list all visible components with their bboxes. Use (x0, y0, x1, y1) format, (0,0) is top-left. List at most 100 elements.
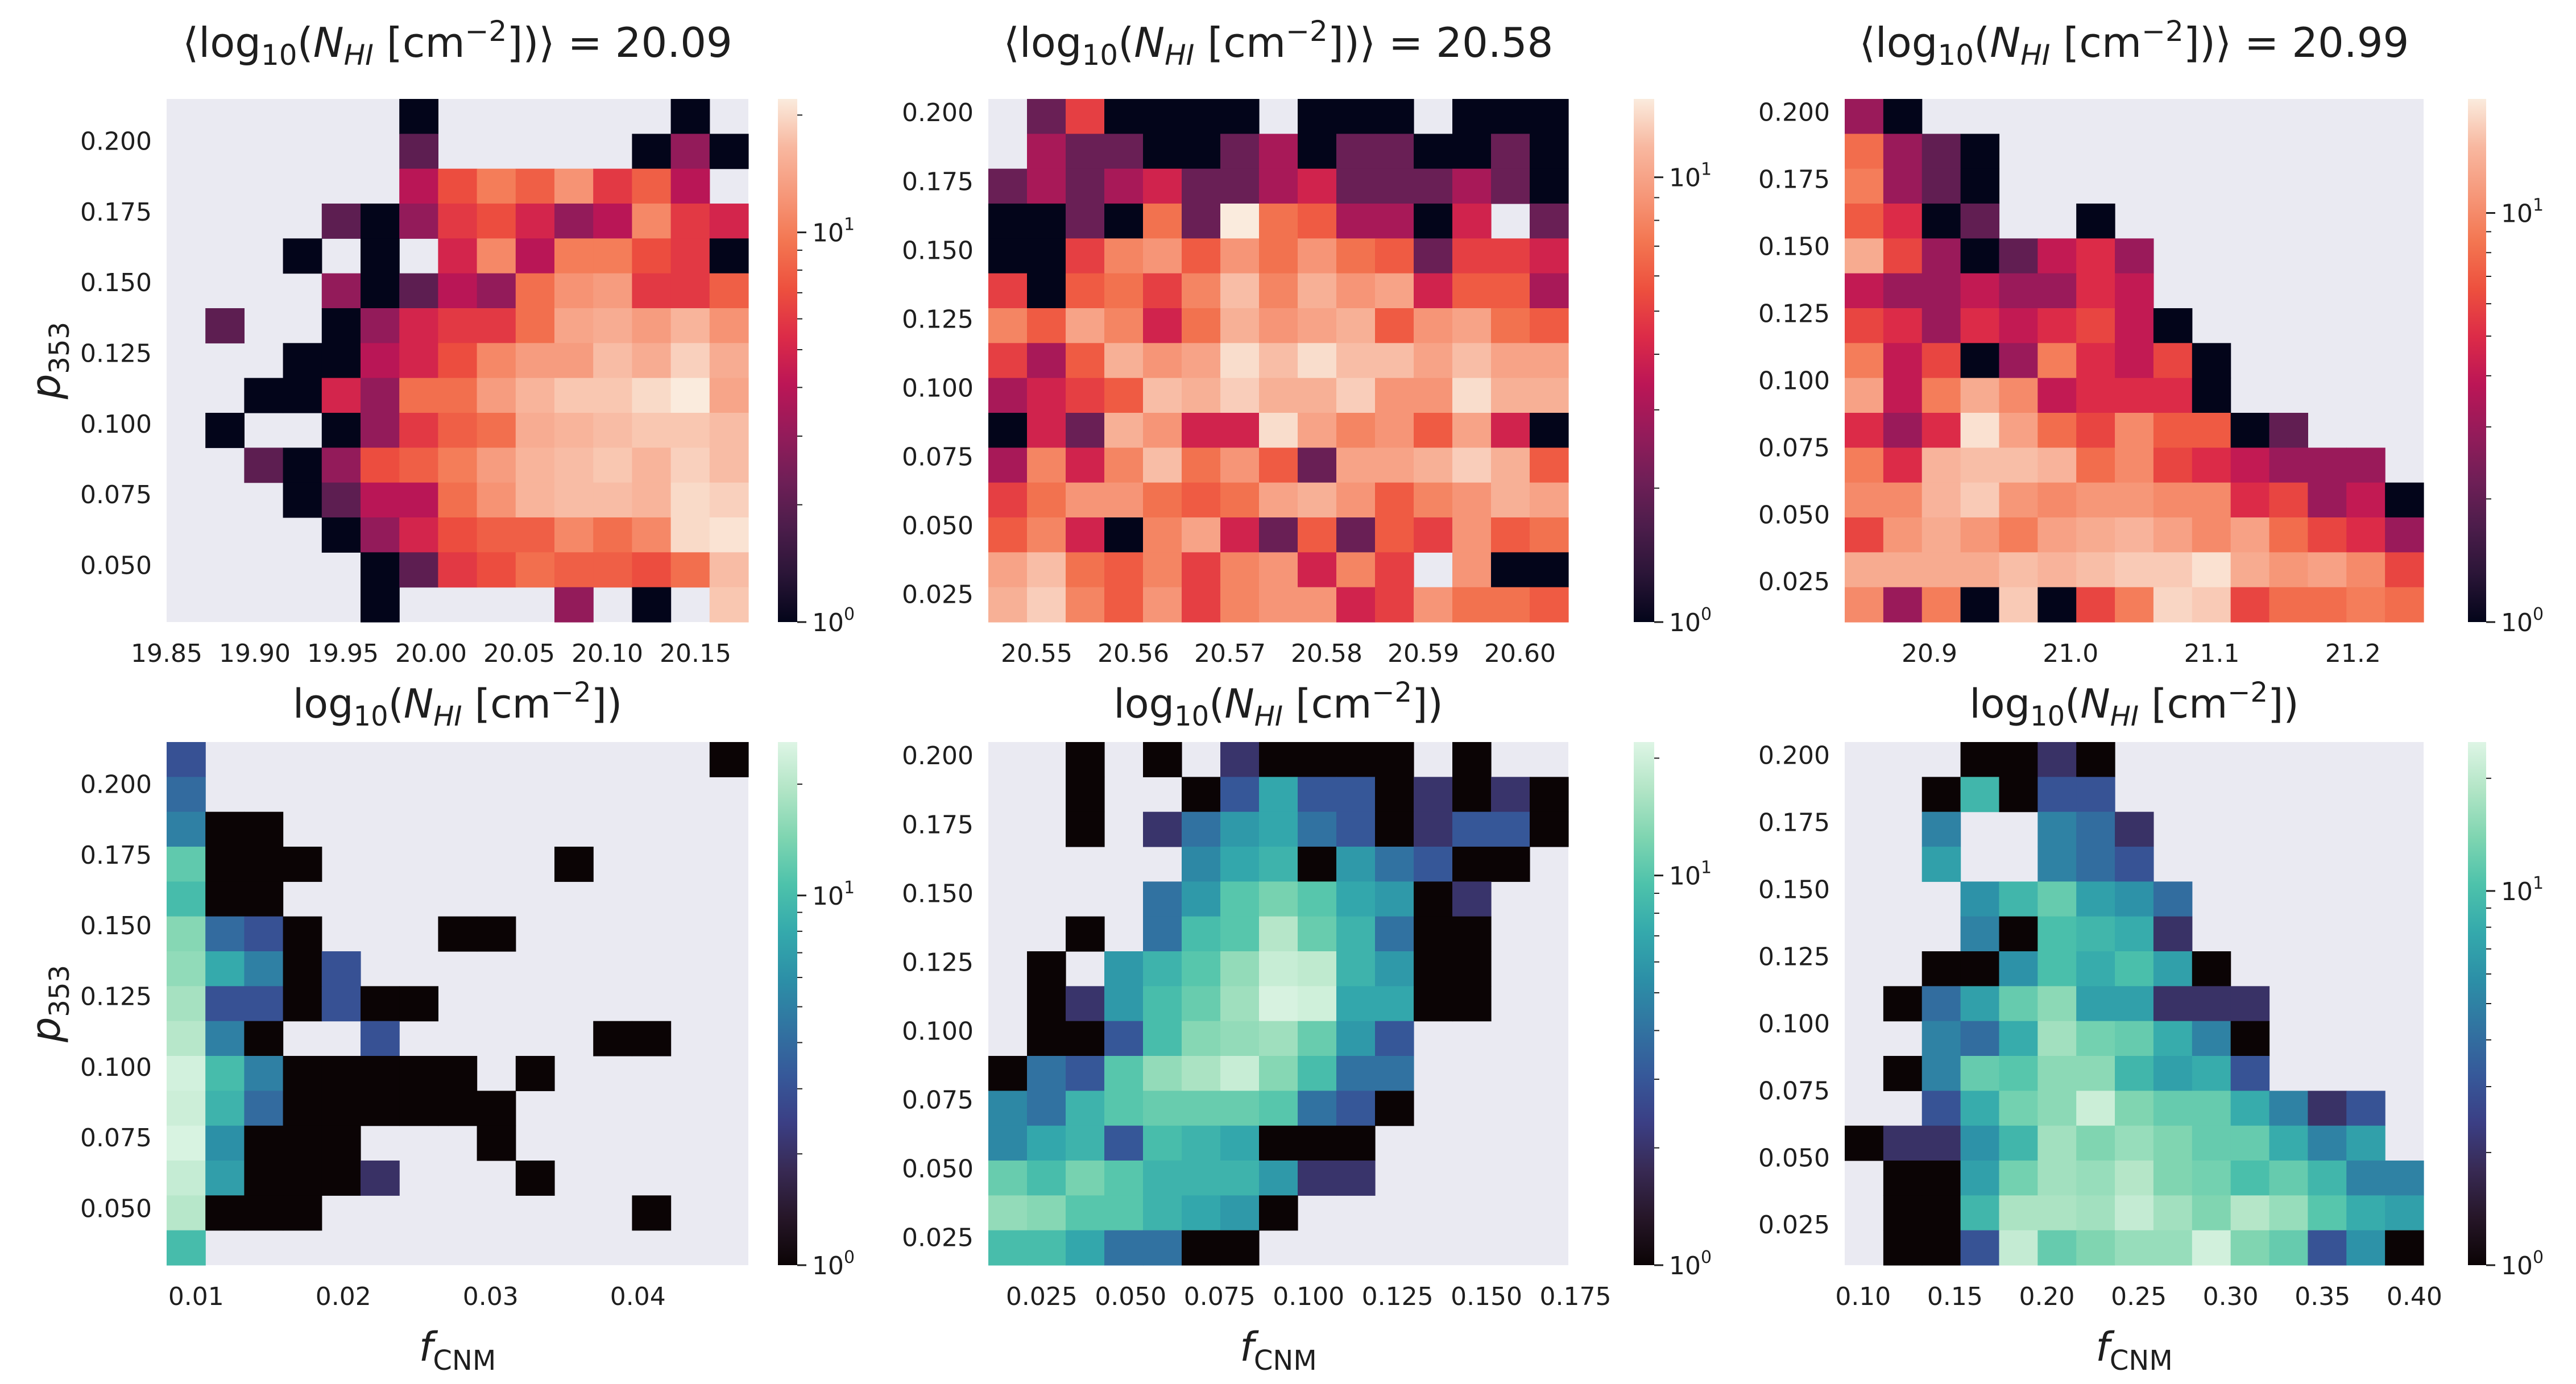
heatmap-cell (1220, 238, 1260, 274)
heatmap-cell (283, 1091, 322, 1126)
heatmap-cell (670, 273, 710, 309)
heatmap-cell (632, 413, 672, 448)
heatmap-cell (1845, 204, 1884, 239)
heatmap-cell (1027, 308, 1066, 343)
xlabel-exp: −2 (2227, 677, 2268, 708)
heatmap-cell (670, 99, 710, 134)
heatmap-cell (1530, 204, 1569, 239)
heatmap-cell (1298, 587, 1337, 623)
heatmap-cell (1143, 742, 1182, 777)
heatmap-cell (1999, 273, 2038, 309)
y-axis-label: p353 (23, 322, 76, 400)
xlabel-exp: −2 (551, 677, 591, 708)
heatmap-cell (1182, 587, 1221, 623)
heatmap-cell (1066, 134, 1105, 169)
heatmap-cell (1259, 986, 1298, 1022)
title-log-base: 10 (261, 39, 297, 72)
xlabel-log: log (1969, 681, 2030, 727)
heatmap-cell (2192, 378, 2231, 413)
heatmap-cell (1220, 413, 1260, 448)
heatmap-cell (1921, 134, 1961, 169)
heatmap-cell (1960, 168, 2000, 204)
heatmap-cell (1530, 811, 1569, 847)
heatmap-cell (593, 1021, 632, 1056)
heatmap-cell (205, 951, 245, 987)
xlabel-cnm: CNM (433, 1345, 496, 1377)
heatmap-cell (1066, 308, 1105, 343)
heatmap-cell (361, 517, 400, 553)
heatmap-cell (1336, 273, 1376, 309)
heatmap-cell (1530, 168, 1569, 204)
heatmap-cell (1336, 1125, 1376, 1161)
heatmap-cell (1491, 811, 1530, 847)
heatmap-cell (515, 168, 555, 204)
heatmap-cell (167, 1125, 206, 1161)
heatmap-cell (2037, 273, 2077, 309)
heatmap-cell (1143, 482, 1182, 518)
heatmap-cell (2230, 447, 2270, 483)
heatmap-cell (1530, 238, 1569, 274)
heatmap-cell (1336, 1091, 1376, 1126)
heatmap-cell (399, 273, 438, 309)
heatmap-cell (709, 447, 749, 483)
heatmap-cell (1375, 986, 1414, 1022)
heatmap-cell (1845, 273, 1884, 309)
heatmap-cell (709, 552, 749, 588)
heatmap-cell (1066, 343, 1105, 379)
heatmap-cell (1066, 99, 1105, 134)
heatmap-cell (1883, 168, 1923, 204)
heatmap-cell (988, 482, 1028, 518)
heatmap-cell (1298, 238, 1337, 274)
heatmap-cell (1452, 916, 1492, 952)
heatmap-cell (2385, 1161, 2424, 1196)
heatmap-cell (1960, 482, 2000, 518)
heatmap-cell (1960, 1161, 2000, 1196)
heatmap-cell (2037, 308, 2077, 343)
heatmap-cell (205, 1056, 245, 1091)
heatmap-cell (1298, 951, 1337, 987)
heatmap-cell (1143, 1056, 1182, 1091)
heatmap-cell (515, 273, 555, 309)
heatmap-cell (2230, 587, 2270, 623)
cb-exp: 1 (844, 878, 855, 898)
heatmap-cell (1336, 951, 1376, 987)
heatmap-cell (1999, 742, 2038, 777)
heatmap-cell (1530, 273, 1569, 309)
heatmap-cell (632, 1021, 672, 1056)
heatmap-cell (2269, 1230, 2308, 1266)
heatmap-cell (1921, 811, 1961, 847)
heatmap-cell (399, 552, 438, 588)
xlabel-close: ]) (1412, 681, 1443, 727)
heatmap-cell (1999, 587, 2038, 623)
heatmap-cell (167, 916, 206, 952)
heatmap-cell (2037, 587, 2077, 623)
heatmap-cell (2192, 517, 2231, 553)
heatmap-cell (1027, 1161, 1066, 1196)
heatmap-cell (2076, 587, 2115, 623)
xlabel-N: N (1224, 681, 1254, 727)
heatmap-cell (593, 482, 632, 518)
title-unit: [cm (1194, 19, 1286, 67)
heatmap-cell (1066, 204, 1105, 239)
heatmap-cell (515, 413, 555, 448)
heatmap-cell (1452, 308, 1492, 343)
heatmap-cell (1104, 308, 1144, 343)
heatmap-cell (1259, 951, 1298, 987)
heatmap-cell (361, 482, 400, 518)
cb-exp: 0 (1701, 1248, 1712, 1267)
heatmap-cell (1220, 1056, 1260, 1091)
heatmap-cell (1104, 1056, 1144, 1091)
heatmap-cell (1452, 742, 1492, 777)
heatmap-cell (632, 1195, 672, 1231)
heatmap-cell (1104, 343, 1144, 379)
heatmap-cell (1414, 916, 1453, 952)
heatmap-cell (1027, 552, 1066, 588)
heatmap-cell (167, 847, 206, 882)
heatmap-cell (1452, 447, 1492, 483)
y-tick-label: 0.100 (1758, 366, 1830, 395)
heatmap-cell (1414, 447, 1453, 483)
xlabel-hi: HI (433, 701, 462, 732)
heatmap-cell (1259, 343, 1298, 379)
heatmap-cell (1921, 273, 1961, 309)
x-tick-label: 19.95 (307, 639, 379, 668)
